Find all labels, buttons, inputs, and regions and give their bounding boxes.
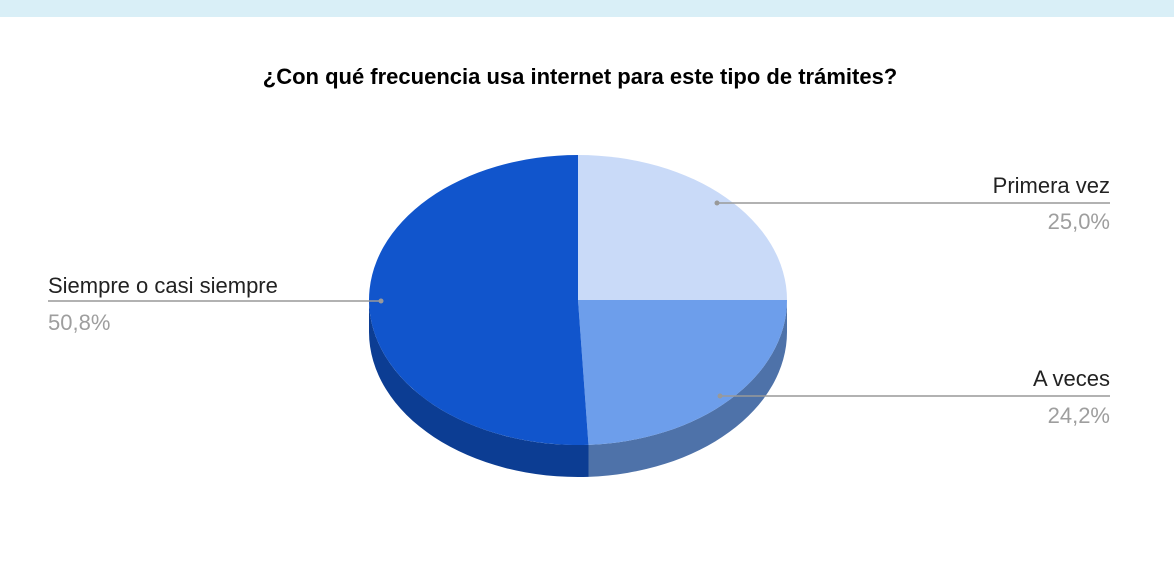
leader-dot bbox=[378, 298, 384, 304]
slice-top-2[interactable] bbox=[368, 155, 589, 445]
label-a-veces: A veces 24,2% bbox=[717, 366, 1110, 428]
top-strip bbox=[0, 0, 1174, 17]
label-primera-vez: Primera vez 25,0% bbox=[714, 173, 1110, 234]
pie-sides bbox=[369, 300, 787, 477]
slice-label: A veces bbox=[1033, 366, 1110, 391]
slice-side-2 bbox=[369, 300, 589, 477]
slice-percent: 25,0% bbox=[1048, 209, 1110, 234]
leader-dot bbox=[714, 200, 720, 206]
label-siempre: Siempre o casi siempre 50,8% bbox=[48, 273, 384, 335]
slice-percent: 50,8% bbox=[48, 310, 110, 335]
slice-top-1[interactable] bbox=[578, 300, 787, 445]
slice-percent: 24,2% bbox=[1048, 403, 1110, 428]
pie-top bbox=[368, 155, 787, 445]
chart-title: ¿Con qué frecuencia usa internet para es… bbox=[263, 64, 898, 89]
slice-label: Siempre o casi siempre bbox=[48, 273, 278, 298]
leader-dot bbox=[717, 393, 723, 399]
slice-side-1 bbox=[588, 300, 787, 477]
slice-label: Primera vez bbox=[993, 173, 1110, 198]
slice-top-0[interactable] bbox=[578, 155, 787, 300]
